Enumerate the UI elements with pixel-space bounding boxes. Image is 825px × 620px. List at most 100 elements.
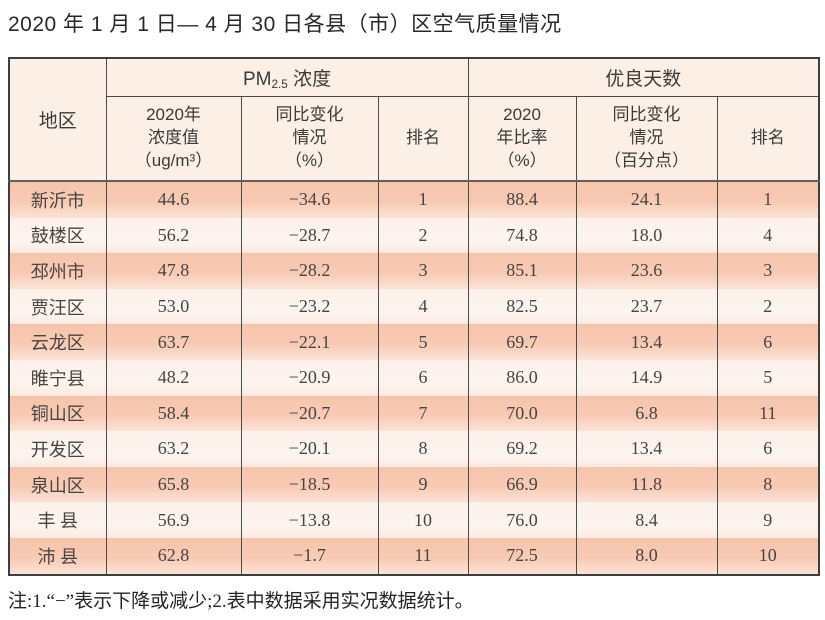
gooddays-rate-cell: 74.8 xyxy=(467,217,577,254)
pm25-value-cell: 56.2 xyxy=(105,217,242,254)
gooddays-rank-cell: 9 xyxy=(716,502,820,538)
pm25-value-cell: 63.2 xyxy=(105,431,242,467)
pm25-value-cell: 47.8 xyxy=(105,253,242,289)
gooddays-rate-cell: 85.1 xyxy=(467,253,577,289)
gooddays-change-cell: 13.4 xyxy=(575,324,718,360)
table-body: 新沂市 44.6 −34.6 1 88.4 24.1 1 鼓楼区 56.2 −2… xyxy=(8,181,820,575)
gooddays-change-cell: 23.6 xyxy=(575,253,718,289)
table-row: 丰 县 56.9 −13.8 10 76.0 8.4 9 xyxy=(8,502,820,538)
table-row: 鼓楼区 56.2 −28.7 2 74.8 18.0 4 xyxy=(8,217,820,254)
gooddays-rank-cell: 3 xyxy=(716,253,820,289)
pm25-change-cell: −20.7 xyxy=(240,395,379,432)
gooddays-rate-cell: 88.4 xyxy=(467,181,577,218)
pm25-value-cell: 62.8 xyxy=(105,537,242,575)
gooddays-rate-cell: 66.9 xyxy=(467,466,577,503)
region-cell: 云龙区 xyxy=(8,324,107,360)
gooddays-change-cell: 13.4 xyxy=(575,431,718,467)
pm25-value-cell: 53.0 xyxy=(105,288,242,325)
pm25-label-prefix: PM xyxy=(242,69,272,90)
pm25-change-cell: −28.7 xyxy=(240,217,379,254)
col-header-pm25-change: 同比变化 情况 （%） xyxy=(240,96,379,182)
pm25-rank-cell: 5 xyxy=(377,324,469,360)
pm25-value-cell: 63.7 xyxy=(105,324,242,360)
region-cell: 丰 县 xyxy=(8,502,107,538)
table-row: 新沂市 44.6 −34.6 1 88.4 24.1 1 xyxy=(8,181,820,218)
col-header-gooddays-change: 同比变化 情况 （百分点） xyxy=(575,96,718,182)
gooddays-change-cell: 23.7 xyxy=(575,288,718,325)
header-sub-row: 2020年 浓度值 （ug/m³） 同比变化 情况 （%） 排名 2020 年比… xyxy=(9,96,820,182)
air-quality-table: 地区 PM2.5 浓度 优良天数 2020年 浓度值 （ug/m³） 同比变化 … xyxy=(8,57,821,576)
table-row: 睢宁县 48.2 −20.9 6 86.0 14.9 5 xyxy=(8,359,820,396)
gooddays-rate-cell: 72.5 xyxy=(467,537,577,575)
table-row: 云龙区 63.7 −22.1 5 69.7 13.4 6 xyxy=(8,324,820,360)
pm25-change-cell: −20.1 xyxy=(240,431,379,467)
pm25-label-suffix: 浓度 xyxy=(287,69,332,90)
pm25-change-cell: −20.9 xyxy=(240,359,379,396)
pm25-rank-cell: 2 xyxy=(377,217,469,254)
footnote: 注:1.“−”表示下降或减少;2.表中数据采用实况数据统计。 xyxy=(8,591,474,612)
gooddays-change-cell: 18.0 xyxy=(575,217,718,254)
pm25-rank-cell: 7 xyxy=(377,395,469,432)
region-cell: 铜山区 xyxy=(8,395,107,432)
gooddays-rank-cell: 5 xyxy=(716,359,820,396)
table-row: 沛 县 62.8 −1.7 11 72.5 8.0 10 xyxy=(8,537,820,575)
gooddays-change-cell: 6.8 xyxy=(575,395,718,432)
pm25-change-cell: −28.2 xyxy=(240,253,379,289)
pm25-rank-cell: 6 xyxy=(377,359,469,396)
table-row: 邳州市 47.8 −28.2 3 85.1 23.6 3 xyxy=(8,253,820,289)
header-group-row: 地区 PM2.5 浓度 优良天数 xyxy=(8,58,820,182)
gooddays-change-cell: 11.8 xyxy=(575,466,718,503)
pm25-change-cell: −34.6 xyxy=(240,181,379,218)
pm25-change-cell: −13.8 xyxy=(240,502,379,538)
col-header-pm25-rank: 排名 xyxy=(377,96,469,182)
col-header-gooddays-rate: 2020 年比率 （%） xyxy=(467,96,577,182)
col-header-pm25-value: 2020年 浓度值 （ug/m³） xyxy=(105,96,242,182)
gooddays-change-cell: 14.9 xyxy=(575,359,718,396)
gooddays-rate-cell: 82.5 xyxy=(467,288,577,325)
pm25-rank-cell: 10 xyxy=(377,502,469,538)
pm25-change-cell: −23.2 xyxy=(240,288,379,325)
col-group-good-days: 优良天数 xyxy=(467,58,820,97)
pm25-value-cell: 48.2 xyxy=(105,359,242,396)
pm25-change-cell: −18.5 xyxy=(240,466,379,503)
pm25-rank-cell: 8 xyxy=(377,431,469,467)
region-cell: 睢宁县 xyxy=(8,359,107,396)
table-row: 泉山区 65.8 −18.5 9 66.9 11.8 8 xyxy=(8,466,820,503)
region-cell: 邳州市 xyxy=(8,253,107,289)
region-cell: 鼓楼区 xyxy=(8,217,107,254)
gooddays-rate-cell: 69.2 xyxy=(467,431,577,467)
gooddays-rate-cell: 70.0 xyxy=(467,395,577,432)
gooddays-rank-cell: 6 xyxy=(716,324,820,360)
gooddays-rate-cell: 76.0 xyxy=(467,502,577,538)
gooddays-rank-cell: 11 xyxy=(716,395,820,432)
col-header-gooddays-rank: 排名 xyxy=(716,96,820,182)
table-row: 开发区 63.2 −20.1 8 69.2 13.4 6 xyxy=(8,431,820,467)
col-header-region: 地区 xyxy=(8,58,107,182)
region-cell: 贾汪区 xyxy=(8,288,107,325)
pm25-rank-cell: 11 xyxy=(377,537,469,575)
table-header: 地区 PM2.5 浓度 优良天数 2020年 浓度值 （ug/m³） 同比变化 … xyxy=(8,58,820,182)
pm25-rank-cell: 3 xyxy=(377,253,469,289)
gooddays-change-cell: 24.1 xyxy=(575,181,718,218)
pm25-value-cell: 65.8 xyxy=(105,466,242,503)
pm25-rank-cell: 4 xyxy=(377,288,469,325)
page-title: 2020 年 1 月 1 日— 4 月 30 日各县（市）区空气质量情况 xyxy=(8,13,562,36)
pm25-label-subscript: 2.5 xyxy=(271,77,288,91)
col-group-pm25: PM2.5 浓度 xyxy=(105,58,469,97)
pm25-change-cell: −22.1 xyxy=(240,324,379,360)
gooddays-rank-cell: 10 xyxy=(716,537,820,575)
pm25-value-cell: 56.9 xyxy=(105,502,242,538)
table-row: 贾汪区 53.0 −23.2 4 82.5 23.7 2 xyxy=(8,288,820,325)
gooddays-rank-cell: 8 xyxy=(716,466,820,503)
gooddays-change-cell: 8.4 xyxy=(575,502,718,538)
gooddays-rate-cell: 86.0 xyxy=(467,359,577,396)
region-cell: 沛 县 xyxy=(8,537,107,575)
pm25-rank-cell: 1 xyxy=(377,181,469,218)
pm25-change-cell: −1.7 xyxy=(240,537,379,575)
gooddays-rank-cell: 2 xyxy=(716,288,820,325)
gooddays-rank-cell: 6 xyxy=(716,431,820,467)
pm25-rank-cell: 9 xyxy=(377,466,469,503)
pm25-value-cell: 44.6 xyxy=(105,181,242,218)
region-cell: 泉山区 xyxy=(8,466,107,503)
